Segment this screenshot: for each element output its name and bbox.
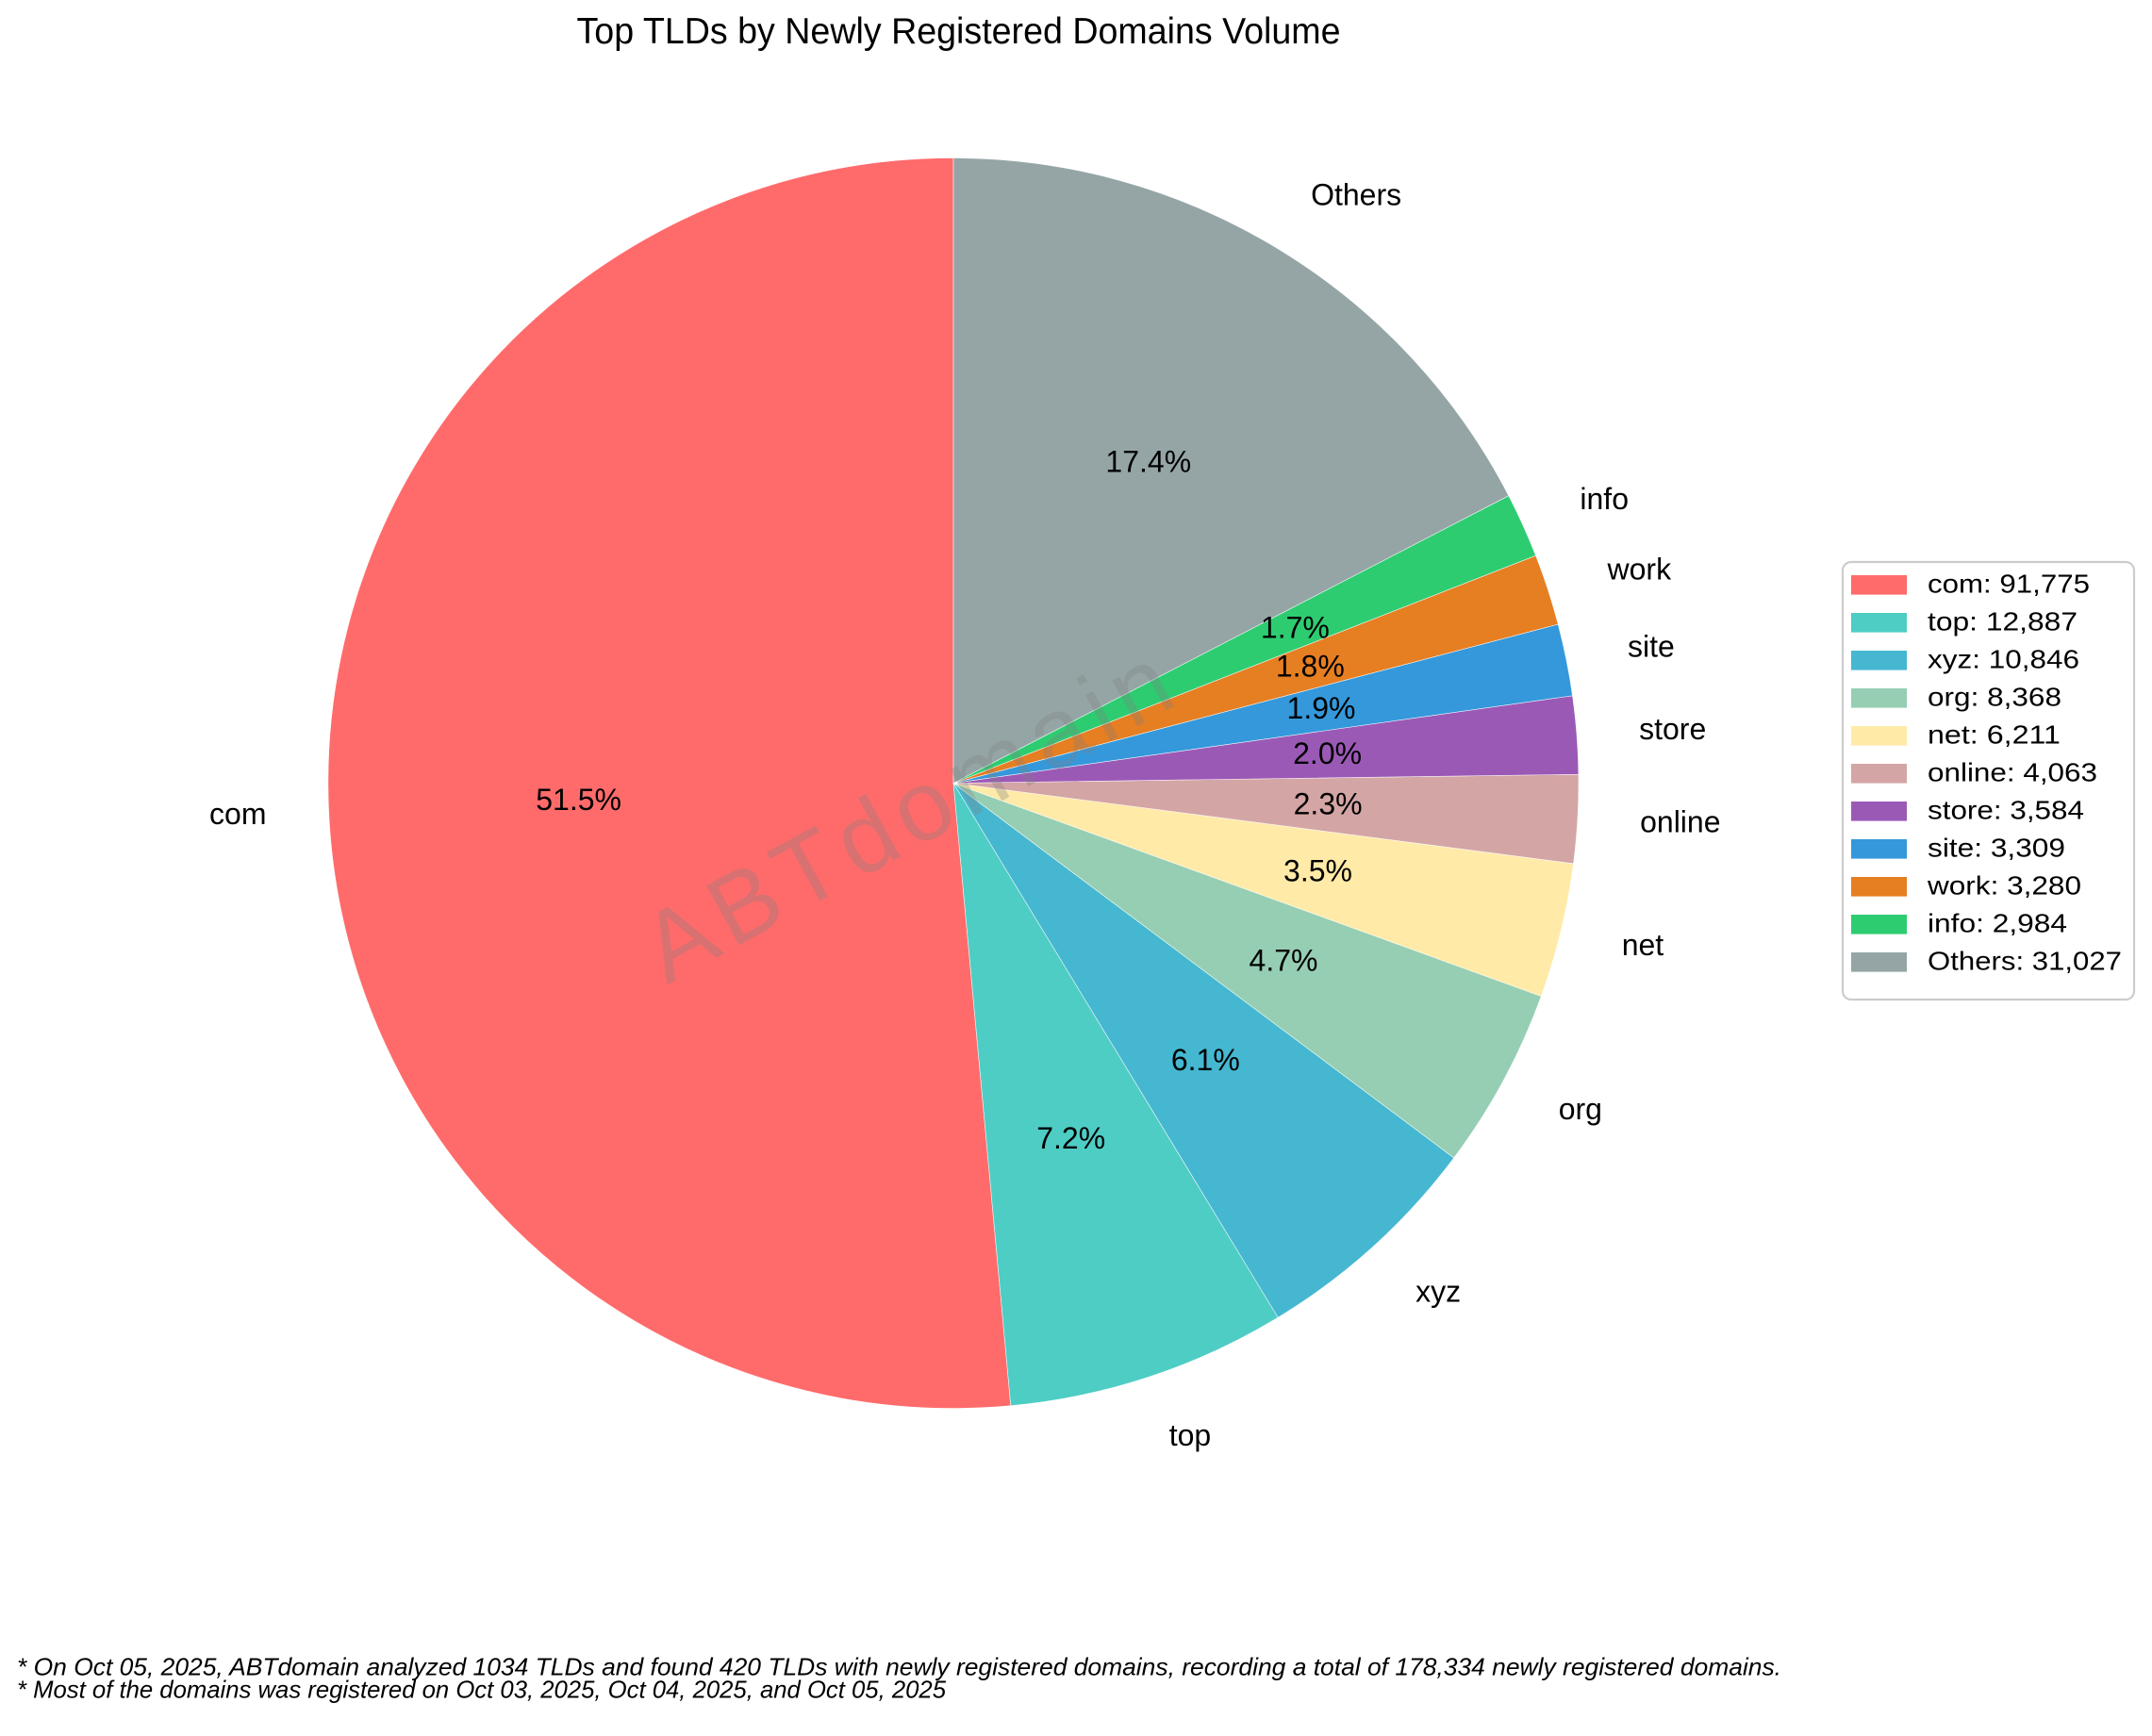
svg-text:1.8%: 1.8% — [1276, 649, 1345, 683]
svg-text:* Most of the domains was regi: * Most of the domains was registered on … — [17, 1676, 947, 1704]
svg-text:work: work — [1607, 553, 1673, 587]
svg-text:org: org — [1559, 1092, 1602, 1126]
svg-text:site: 3,309: site: 3,309 — [1928, 833, 2065, 862]
svg-text:store: store — [1639, 712, 1706, 746]
svg-text:* On Oct 05, 2025, ABTdomain a: * On Oct 05, 2025, ABTdomain analyzed 10… — [17, 1653, 1781, 1681]
svg-text:org: 8,368: org: 8,368 — [1928, 682, 2061, 711]
svg-text:1.7%: 1.7% — [1261, 611, 1330, 645]
svg-text:work: 3,280: work: 3,280 — [1927, 870, 2081, 900]
svg-text:2.0%: 2.0% — [1293, 736, 1362, 770]
svg-text:online: online — [1640, 804, 1720, 838]
svg-text:Top TLDs by Newly Registered D: Top TLDs by Newly Registered Domains Vol… — [577, 11, 1341, 52]
svg-text:3.5%: 3.5% — [1283, 854, 1352, 888]
svg-text:net: 6,211: net: 6,211 — [1928, 719, 2061, 749]
svg-text:Others: 31,027: Others: 31,027 — [1928, 946, 2122, 975]
svg-text:com: com — [209, 797, 266, 831]
svg-text:xyz: 10,846: xyz: 10,846 — [1928, 644, 2079, 673]
svg-text:7.2%: 7.2% — [1036, 1121, 1105, 1155]
svg-text:store: 3,584: store: 3,584 — [1928, 795, 2084, 824]
svg-text:info: info — [1580, 482, 1629, 516]
svg-text:online: 4,063: online: 4,063 — [1928, 757, 2097, 786]
svg-text:net: net — [1622, 928, 1664, 962]
svg-text:6.1%: 6.1% — [1171, 1043, 1240, 1077]
svg-text:top: top — [1169, 1418, 1211, 1452]
svg-text:info: 2,984: info: 2,984 — [1928, 908, 2067, 937]
svg-text:17.4%: 17.4% — [1105, 445, 1191, 479]
svg-text:com: 91,775: com: 91,775 — [1928, 569, 2090, 598]
svg-text:top: 12,887: top: 12,887 — [1928, 606, 2078, 636]
svg-text:site: site — [1628, 630, 1675, 664]
svg-text:51.5%: 51.5% — [536, 783, 621, 817]
svg-text:xyz: xyz — [1415, 1275, 1461, 1309]
svg-text:Others: Others — [1311, 178, 1401, 212]
svg-text:1.9%: 1.9% — [1287, 691, 1356, 725]
svg-text:4.7%: 4.7% — [1250, 944, 1318, 978]
svg-text:2.3%: 2.3% — [1294, 786, 1363, 820]
